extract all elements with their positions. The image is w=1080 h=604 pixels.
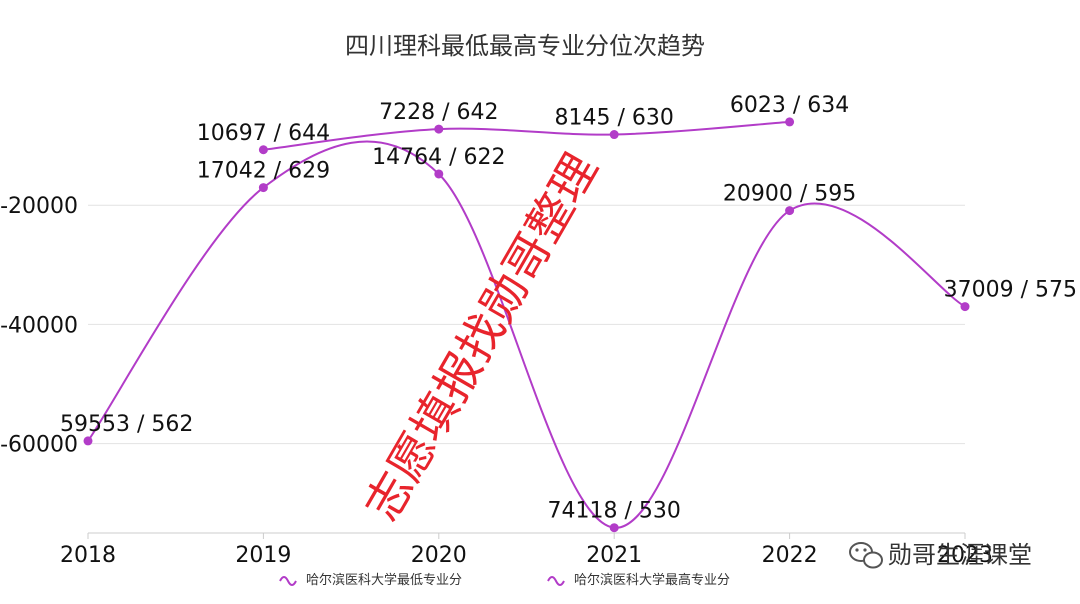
data-label: 14764 / 622 xyxy=(372,145,505,170)
grid xyxy=(88,204,965,445)
data-point[interactable] xyxy=(83,436,93,446)
x-tick-label: 2018 xyxy=(60,543,116,568)
data-point[interactable] xyxy=(609,130,619,140)
brand-text: 勋哥生涯课堂 xyxy=(888,541,1032,569)
data-label: 17042 / 629 xyxy=(197,159,330,184)
x-tick-label: 2021 xyxy=(586,543,642,568)
data-point[interactable] xyxy=(785,206,795,216)
chart-title: 四川理科最低最高专业分位次趋势 xyxy=(345,32,705,60)
data-point[interactable] xyxy=(258,145,268,155)
data-label: 6023 / 634 xyxy=(730,93,849,118)
x-tick-label: 2020 xyxy=(411,543,467,568)
y-tick-label: -20000 xyxy=(0,194,78,219)
wechat-icon xyxy=(849,542,883,569)
x-axis: 2018 2019 2020 2021 2022 2023 xyxy=(60,532,993,568)
data-labels: 59553 / 562 17042 / 629 14764 / 622 74118 /… xyxy=(60,93,1077,524)
legend-item[interactable]: 哈尔滨医科大学最低专业分 xyxy=(279,572,462,588)
brand: 勋哥生涯课堂 xyxy=(849,541,1032,569)
x-tick-label: 2019 xyxy=(235,543,291,568)
data-point[interactable] xyxy=(960,302,970,312)
series-points xyxy=(83,117,970,533)
watermark: 志愿填报找勋哥整理 xyxy=(354,144,608,530)
legend-swatch xyxy=(279,576,297,586)
data-point[interactable] xyxy=(609,523,619,533)
data-label: 74118 / 530 xyxy=(548,499,681,524)
series-line-1 xyxy=(263,120,790,151)
x-tick-label: 2023 xyxy=(937,543,993,568)
x-tick-label: 2022 xyxy=(762,543,818,568)
data-label: 10697 / 644 xyxy=(197,121,330,146)
y-axis: -20000 -40000 -60000 xyxy=(0,194,78,457)
data-point[interactable] xyxy=(434,124,444,134)
data-label: 8145 / 630 xyxy=(555,106,674,131)
y-tick-label: -40000 xyxy=(0,313,78,338)
data-label: 59553 / 562 xyxy=(60,412,193,437)
data-point[interactable] xyxy=(785,117,795,127)
data-label: 7228 / 642 xyxy=(379,100,498,125)
y-tick-label: -60000 xyxy=(0,433,78,458)
legend[interactable]: 哈尔滨医科大学最低专业分 哈尔滨医科大学最高专业分 xyxy=(279,572,730,588)
legend-item[interactable]: 哈尔滨医科大学最高专业分 xyxy=(547,572,730,588)
data-point[interactable] xyxy=(258,183,268,193)
data-label: 20900 / 595 xyxy=(723,182,856,207)
legend-label: 哈尔滨医科大学最低专业分 xyxy=(306,572,462,588)
legend-label: 哈尔滨医科大学最高专业分 xyxy=(574,572,730,588)
legend-swatch xyxy=(547,576,565,586)
data-point[interactable] xyxy=(434,169,444,179)
data-label: 37009 / 575 xyxy=(944,278,1077,303)
